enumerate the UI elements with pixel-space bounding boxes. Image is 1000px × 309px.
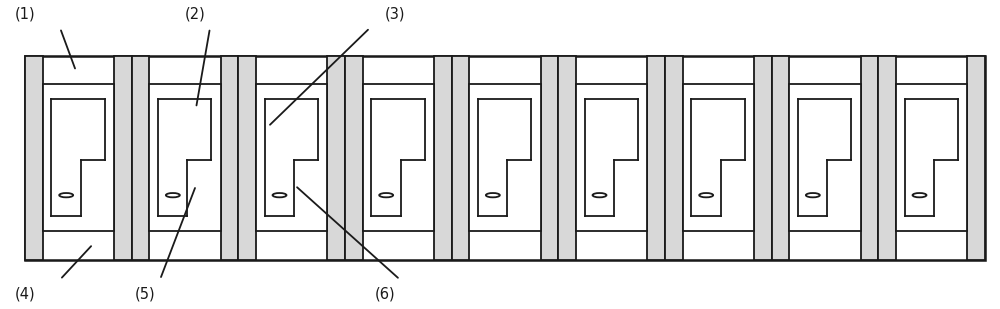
Bar <box>647 56 665 260</box>
Bar <box>256 84 327 231</box>
Bar <box>576 84 647 231</box>
Bar <box>345 56 363 260</box>
Bar <box>43 84 114 231</box>
Text: (2): (2) <box>185 6 205 21</box>
Bar <box>114 56 132 260</box>
Bar <box>541 56 558 260</box>
Bar <box>665 56 683 260</box>
Bar <box>149 84 221 231</box>
Bar <box>25 56 43 260</box>
Text: (6): (6) <box>375 287 395 302</box>
Bar <box>25 56 985 260</box>
Bar <box>434 56 452 260</box>
Bar <box>878 56 896 260</box>
Bar <box>221 56 238 260</box>
Text: (3): (3) <box>385 6 405 21</box>
Bar <box>363 84 434 231</box>
Bar <box>772 56 789 260</box>
Bar <box>754 56 772 260</box>
Bar <box>558 56 576 260</box>
Bar <box>789 84 861 231</box>
Bar <box>452 56 469 260</box>
Text: (1): (1) <box>15 6 35 21</box>
Text: (4): (4) <box>15 287 35 302</box>
Bar <box>861 56 878 260</box>
Bar <box>896 84 967 231</box>
Text: (5): (5) <box>135 287 155 302</box>
Bar <box>132 56 149 260</box>
Bar <box>967 56 985 260</box>
Bar <box>238 56 256 260</box>
Bar <box>683 84 754 231</box>
Bar <box>327 56 345 260</box>
Bar <box>469 84 541 231</box>
